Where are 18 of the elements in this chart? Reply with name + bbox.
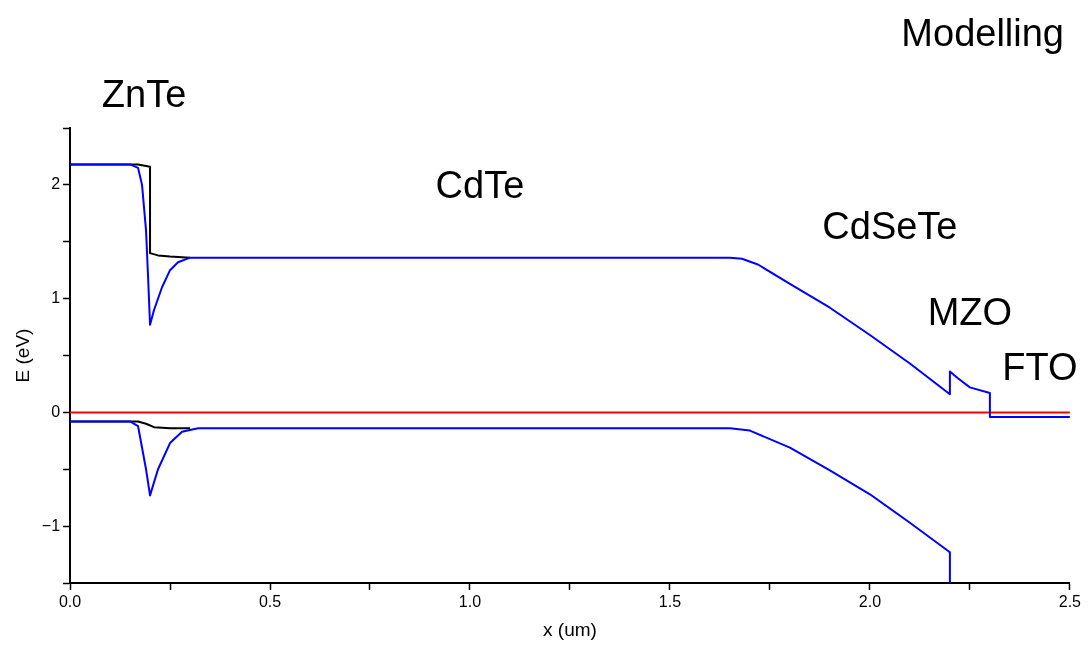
annotation: MZO [927, 291, 1013, 334]
y-tick-label: 2 [51, 175, 61, 193]
y-tick-label: 1 [51, 289, 61, 307]
x-tick-label: 2.5 [1058, 593, 1082, 611]
x-tick-label: 0.5 [258, 593, 282, 611]
y-tick-label: 0 [51, 402, 61, 420]
text: ZnTe [101, 72, 187, 115]
y-tick-label: −1 [41, 516, 61, 534]
annotation: FTO [1002, 345, 1078, 388]
x-tick-label: 0.0 [58, 593, 82, 611]
annotation: CdTe [435, 163, 525, 206]
x-tick-label: 1.0 [458, 593, 482, 611]
chart-title: Modelling [901, 12, 1064, 55]
x-axis-title: x (um) [543, 618, 597, 640]
y-axis-title: E (eV) [11, 328, 33, 383]
x-tick-label: 2.0 [858, 593, 882, 611]
annotation: CdSeTe [822, 204, 958, 247]
x-tick-label: 1.5 [658, 593, 682, 611]
